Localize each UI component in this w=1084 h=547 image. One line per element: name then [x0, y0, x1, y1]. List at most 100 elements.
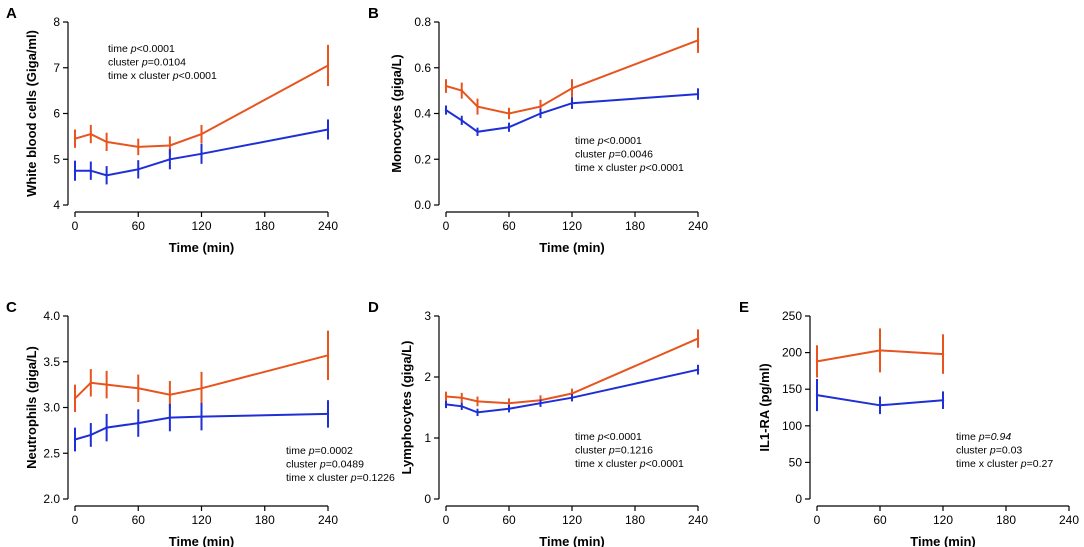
- data-point: [815, 393, 819, 397]
- data-point: [137, 145, 140, 149]
- data-point: [89, 381, 93, 384]
- y-tick-label: 0.8: [414, 15, 431, 29]
- panel-d: D 0 1 2 3 0 60 120 180 240 Time (min) Lymphocytes (…: [368, 299, 708, 547]
- data-point: [444, 403, 448, 406]
- y-tick-label: 2.5: [43, 446, 60, 460]
- stat-text: time x cluster: [108, 70, 173, 82]
- data-point: [200, 132, 203, 136]
- data-point: [941, 352, 945, 356]
- stat-text: 0.94: [991, 431, 1012, 443]
- data-point: [89, 169, 93, 172]
- stat-text: p: [608, 445, 615, 457]
- x-tick-label: 120: [933, 513, 953, 527]
- stat-text: cluster: [575, 445, 609, 457]
- data-point: [444, 108, 448, 112]
- data-point: [200, 415, 203, 418]
- data-point: [570, 102, 574, 105]
- data-point: [507, 407, 511, 410]
- x-tick-label: 180: [625, 513, 645, 527]
- x-tick-label: 60: [873, 513, 887, 527]
- data-point: [200, 152, 203, 155]
- data-point: [815, 360, 819, 363]
- data-point: [570, 396, 574, 399]
- x-tick-label: 180: [255, 513, 275, 527]
- y-tick-label: 0: [424, 492, 431, 506]
- y-tick-label: 150: [782, 382, 802, 396]
- stat-text: <0.0001: [646, 458, 684, 470]
- stat-text: p: [639, 162, 646, 174]
- panel-letter: B: [368, 5, 379, 22]
- y-tick-label: 50: [789, 455, 803, 469]
- data-point: [89, 132, 93, 136]
- stat-line: time x cluster p<0.0001: [108, 70, 217, 82]
- panel-b: B 0.0 0.2 0.4 0.6 0.8 0 60 120 180 240 Time (min) Mo…: [368, 5, 708, 255]
- data-point: [460, 405, 463, 408]
- y-axis-title: White blood cells (Giga/ml): [24, 30, 39, 197]
- x-axis-title: Time (min): [169, 240, 235, 255]
- stat-text: p: [350, 472, 357, 484]
- data-point: [539, 402, 542, 405]
- x-tick-label: 60: [502, 219, 516, 233]
- stat-line: cluster p=0.03: [956, 445, 1022, 457]
- x-tick-label: 180: [255, 219, 275, 233]
- y-tick-label: 0: [795, 492, 802, 506]
- stat-line: time x cluster p=0.27: [956, 458, 1053, 470]
- data-point: [941, 398, 945, 402]
- stat-text: <0.0001: [137, 43, 175, 55]
- stat-text: <0.0001: [604, 431, 642, 443]
- data-point: [696, 368, 700, 371]
- data-point: [168, 144, 172, 147]
- stat-text: p: [608, 149, 615, 161]
- x-tick-label: 60: [132, 219, 146, 233]
- x-axis-title: Time (min): [539, 240, 605, 255]
- y-tick-label: 1: [424, 431, 431, 445]
- stat-text: p: [989, 445, 996, 457]
- data-point: [105, 383, 108, 386]
- y-tick-label: 0.0: [414, 198, 431, 212]
- stat-text: p: [1020, 458, 1027, 470]
- stat-text: <0.0001: [179, 70, 217, 82]
- x-tick-label: 120: [191, 513, 211, 527]
- data-point: [168, 416, 172, 419]
- x-tick-label: 0: [72, 513, 79, 527]
- stat-text: time x cluster: [575, 458, 640, 470]
- y-axis-title: Lymphocytes (giga/L): [399, 341, 414, 475]
- stat-text: p: [597, 431, 604, 443]
- x-axis-title: Time (min): [169, 534, 235, 547]
- y-axis-title: IL1-RA (pg/ml): [757, 363, 772, 451]
- x-tick-label: 0: [443, 219, 450, 233]
- stat-text: time: [575, 135, 598, 147]
- y-tick-label: 6: [53, 107, 60, 121]
- x-tick-label: 120: [562, 513, 582, 527]
- x-tick-label: 240: [318, 513, 338, 527]
- stat-text: time: [286, 445, 309, 457]
- stat-text: =0.1226: [357, 472, 395, 484]
- panel-letter: A: [6, 5, 17, 22]
- data-point: [696, 39, 700, 42]
- panel-a: A 4 5 6 7 8 0 60 120 180 240 Time (min) White blood …: [6, 5, 338, 255]
- stat-text: cluster: [575, 149, 609, 161]
- data-point: [460, 89, 463, 92]
- data-point: [476, 400, 479, 403]
- data-point: [105, 174, 108, 177]
- y-tick-label: 200: [782, 346, 802, 360]
- stat-text: =: [985, 431, 991, 443]
- y-tick-label: 3.5: [43, 355, 60, 369]
- data-point: [507, 126, 511, 129]
- y-tick-label: 8: [53, 15, 60, 29]
- stat-text: p: [597, 135, 604, 147]
- data-point: [460, 396, 463, 399]
- y-tick-label: 4: [53, 198, 60, 212]
- stat-line: cluster p=0.1216: [575, 445, 653, 457]
- data-point: [73, 438, 77, 441]
- stat-text: time x cluster: [956, 458, 1021, 470]
- x-tick-label: 240: [688, 219, 708, 233]
- stat-text: cluster: [956, 445, 990, 457]
- data-point: [696, 92, 700, 96]
- data-point: [105, 140, 108, 144]
- data-point: [539, 112, 542, 115]
- stat-line: time p<0.0001: [108, 43, 175, 55]
- data-point: [200, 387, 203, 390]
- x-tick-label: 120: [562, 219, 582, 233]
- panel-e: E 0 50 100 150 200 250 0 60 120 180 240 Time (min) IL…: [739, 299, 1079, 547]
